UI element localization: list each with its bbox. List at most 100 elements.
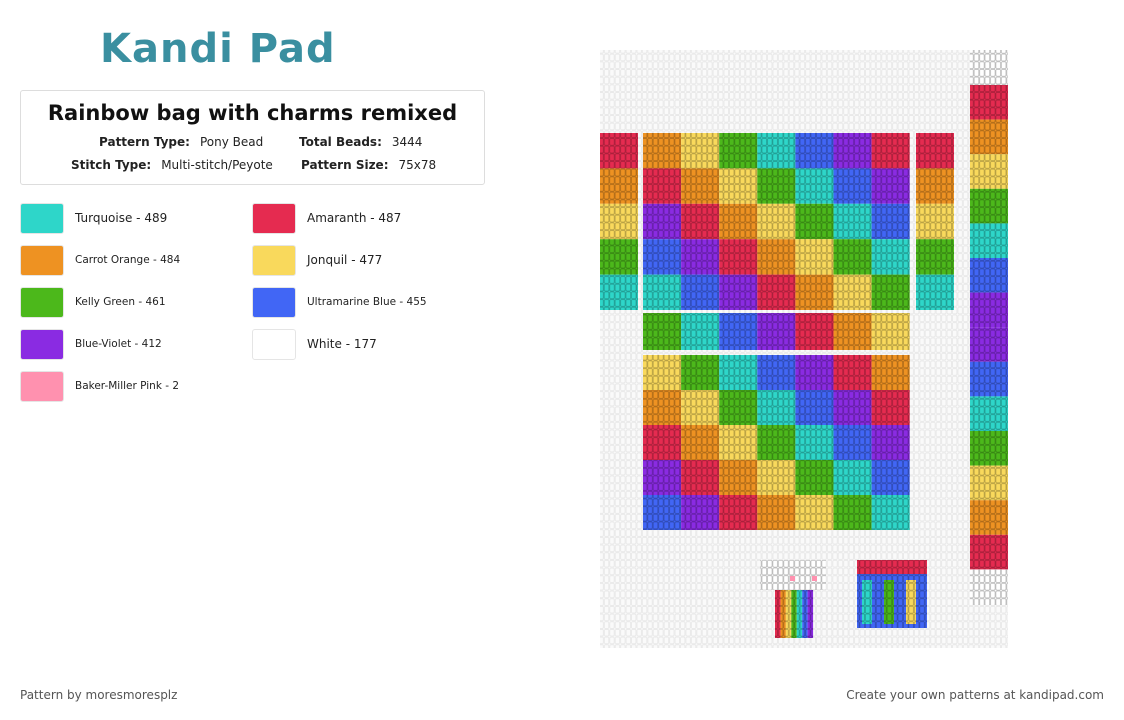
- bead-outline: [757, 495, 796, 530]
- bead-outline: [795, 390, 834, 425]
- bead-outline: [785, 590, 792, 638]
- bead-outline: [681, 425, 720, 460]
- field-value: 3444: [391, 135, 423, 149]
- bead-outline: [757, 203, 796, 240]
- bead-outline: [681, 313, 720, 350]
- bead-outline: [681, 203, 720, 240]
- bead-outline: [833, 313, 872, 350]
- bead-outline: [871, 495, 910, 530]
- swatch: [20, 245, 64, 276]
- bead-outline: [833, 425, 872, 460]
- cta-link[interactable]: Create your own patterns at kandipad.com: [846, 688, 1104, 702]
- bead-outline: [916, 239, 954, 275]
- bead-outline: [970, 327, 1008, 362]
- swatch: [20, 287, 64, 318]
- bead-outline: [970, 361, 1008, 397]
- bead-outline: [643, 355, 682, 390]
- bead-outline: [719, 274, 758, 310]
- bead-outline: [719, 390, 758, 425]
- bead-outline: [719, 355, 758, 390]
- bead-outline: [757, 274, 796, 310]
- field-label: Total Beads:: [299, 135, 382, 149]
- bead-outline: [906, 580, 916, 624]
- legend-label: Amaranth - 487: [307, 211, 402, 225]
- bead-outline: [871, 313, 910, 350]
- bead-outline: [681, 274, 720, 310]
- bead-outline: [643, 313, 682, 350]
- bead-outline: [871, 133, 910, 169]
- bead-outline: [600, 168, 638, 204]
- bead-outline: [757, 133, 796, 169]
- bead-outline: [719, 313, 758, 350]
- bead-outline: [970, 223, 1008, 258]
- bead-outline: [916, 203, 954, 240]
- bead-outline: [970, 534, 1008, 570]
- bead-outline: [600, 203, 638, 240]
- field-label: Pattern Type:: [99, 135, 190, 149]
- bead-outline: [719, 133, 758, 169]
- bead-outline: [970, 258, 1008, 293]
- bead-outline: [719, 203, 758, 240]
- bead-outline: [833, 274, 872, 310]
- bead-outline: [795, 274, 834, 310]
- swatch: [252, 329, 296, 360]
- legend-label: Ultramarine Blue - 455: [307, 296, 427, 308]
- bead-outline: [681, 355, 720, 390]
- charm-cheek: [812, 576, 817, 581]
- bead-outline: [970, 154, 1008, 189]
- bead-outline: [791, 590, 797, 638]
- bead-outline: [970, 570, 1008, 605]
- field-label: Pattern Size:: [301, 158, 389, 172]
- bead-outline: [833, 133, 872, 169]
- bead-outline: [970, 119, 1008, 155]
- pattern-info: Rainbow bag with charms remixed Pattern …: [20, 90, 485, 185]
- bead-outline: [833, 460, 872, 495]
- bead-outline: [970, 85, 1008, 120]
- legend-label: White - 177: [307, 337, 377, 351]
- field-value: Pony Bead: [199, 135, 264, 149]
- bead-outline: [643, 274, 682, 310]
- bead-outline: [970, 500, 1008, 535]
- bead-outline: [757, 168, 796, 204]
- swatch: [252, 203, 296, 234]
- bead-outline: [833, 495, 872, 530]
- bead-outline: [795, 313, 834, 350]
- field: Stitch Type: Multi-stitch/Peyote: [71, 158, 273, 172]
- bead-outline: [862, 580, 872, 624]
- legend-label: Turquoise - 489: [75, 211, 168, 225]
- bead-outline: [857, 560, 927, 574]
- bead-outline: [796, 590, 803, 638]
- bead-outline: [871, 355, 910, 390]
- bead-outline: [970, 396, 1008, 431]
- bead-outline: [719, 239, 758, 275]
- bead-outline: [681, 239, 720, 275]
- bead-outline: [833, 239, 872, 275]
- bead-outline: [795, 203, 834, 240]
- bead-outline: [760, 560, 826, 590]
- bead-outline: [600, 239, 638, 275]
- bead-outline: [916, 133, 954, 169]
- field-label: Stitch Type:: [71, 158, 152, 172]
- bead-outline: [757, 425, 796, 460]
- bead-outline: [916, 274, 954, 310]
- bead-outline: [884, 580, 894, 624]
- bead-outline: [719, 168, 758, 204]
- bead-outline: [600, 133, 638, 169]
- bead-outline: [833, 168, 872, 204]
- logo: Kandi Pad: [100, 26, 336, 72]
- bead-outline: [871, 390, 910, 425]
- bead-outline: [643, 168, 682, 204]
- bead-outline: [795, 425, 834, 460]
- bead-outline: [970, 431, 1008, 466]
- legend-label: Jonquil - 477: [307, 253, 383, 267]
- bead-outline: [916, 168, 954, 204]
- bead-outline: [681, 460, 720, 495]
- swatch: [20, 371, 64, 402]
- bead-outline: [643, 460, 682, 495]
- legend-label: Baker-Miller Pink - 2: [75, 380, 180, 392]
- bead-outline: [833, 203, 872, 240]
- bead-outline: [795, 495, 834, 530]
- bead-outline: [970, 50, 1008, 85]
- swatch: [20, 329, 64, 360]
